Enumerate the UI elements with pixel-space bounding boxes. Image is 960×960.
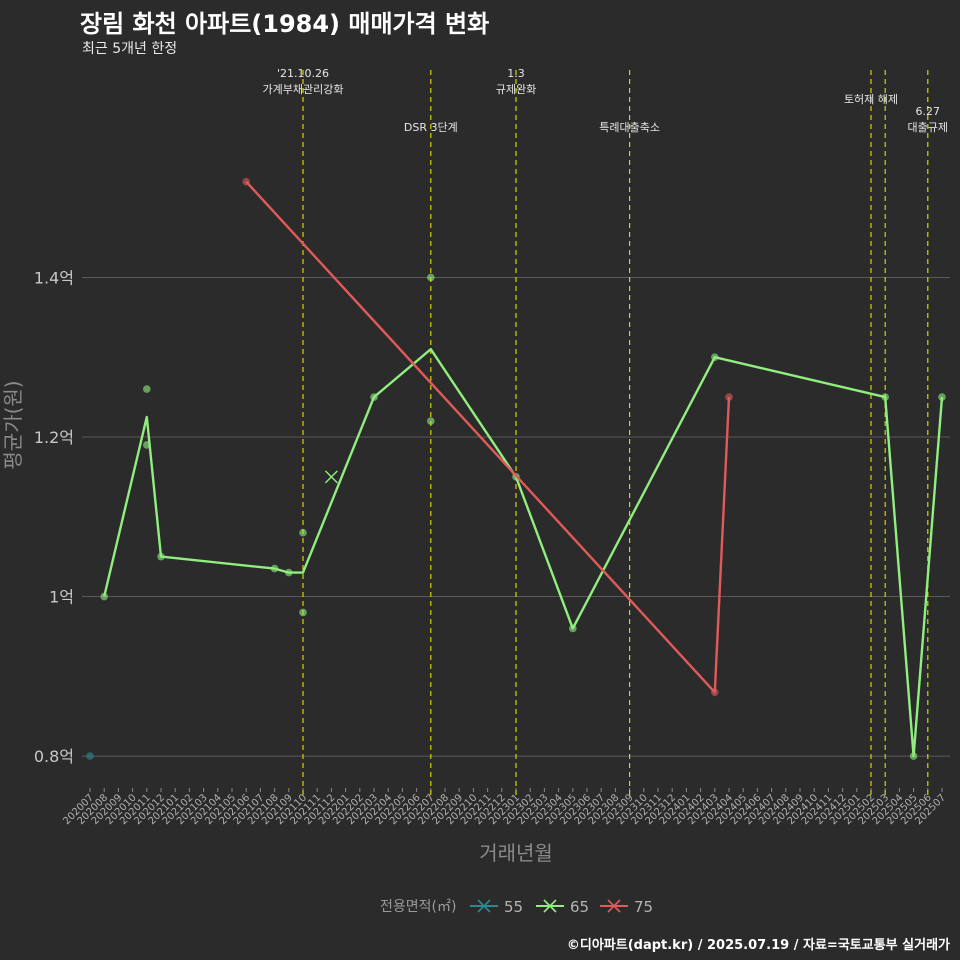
y-axis-title: 평균가(원) <box>1 380 25 469</box>
data-point-65 <box>285 568 293 577</box>
event-label: 가계부채관리강화 <box>263 83 344 96</box>
event-label: 대출규제 <box>908 121 948 134</box>
legend-label: 65 <box>570 898 589 916</box>
chart-title: 장림 화천 아파트(1984) 매매가격 변화 <box>80 10 490 38</box>
data-point-65 <box>270 564 279 573</box>
data-point-65 <box>100 592 108 601</box>
data-point-55 <box>86 752 94 760</box>
event-label: 규제완화 <box>496 83 536 96</box>
y-tick-label: 1억 <box>49 588 74 607</box>
legend-title: 전용면적(㎡) <box>380 899 456 915</box>
data-point-65 <box>299 528 307 537</box>
x-axis-title: 거래년월 <box>479 841 553 865</box>
y-tick-label: 1.2억 <box>34 428 74 447</box>
chart-subtitle: 최근 5개년 한정 <box>82 41 178 57</box>
legend-key-cross <box>607 899 621 913</box>
legend-label: 75 <box>634 898 653 916</box>
data-point-75 <box>242 177 250 186</box>
data-point-65 <box>711 353 719 361</box>
chart-caption: ©디아파트(dapt.kr) / 2025.07.19 / 자료=국토교통부 실… <box>566 938 950 953</box>
cross-marker-65 <box>324 470 338 484</box>
event-label: 6.27 <box>916 105 941 118</box>
series-line-65 <box>103 348 944 758</box>
data-point-65 <box>157 552 165 561</box>
legend-key-cross <box>477 899 491 913</box>
event-label: 특례대출축소 <box>599 121 660 134</box>
data-point-75 <box>725 393 733 401</box>
y-tick-label: 1.4억 <box>34 268 74 287</box>
data-point-65 <box>143 385 151 393</box>
data-point-65 <box>299 608 307 617</box>
data-point-75 <box>711 688 719 697</box>
event-label: 토허제 해제 <box>844 92 898 106</box>
data-point-65 <box>143 441 151 449</box>
data-point-65 <box>881 393 889 401</box>
data-point-65 <box>370 393 378 401</box>
event-label: 1.3 <box>507 67 525 80</box>
data-point-65 <box>909 752 918 760</box>
data-point-65 <box>427 273 435 282</box>
data-point-65 <box>427 417 435 425</box>
data-point-65 <box>569 624 577 633</box>
data-point-65 <box>938 393 946 401</box>
legend-label: 55 <box>504 898 523 916</box>
event-label: '21.10.26 <box>277 67 329 80</box>
y-tick-label: 0.8억 <box>34 747 74 766</box>
event-label: DSR 3단계 <box>404 121 458 134</box>
legend-key-cross <box>543 899 557 913</box>
